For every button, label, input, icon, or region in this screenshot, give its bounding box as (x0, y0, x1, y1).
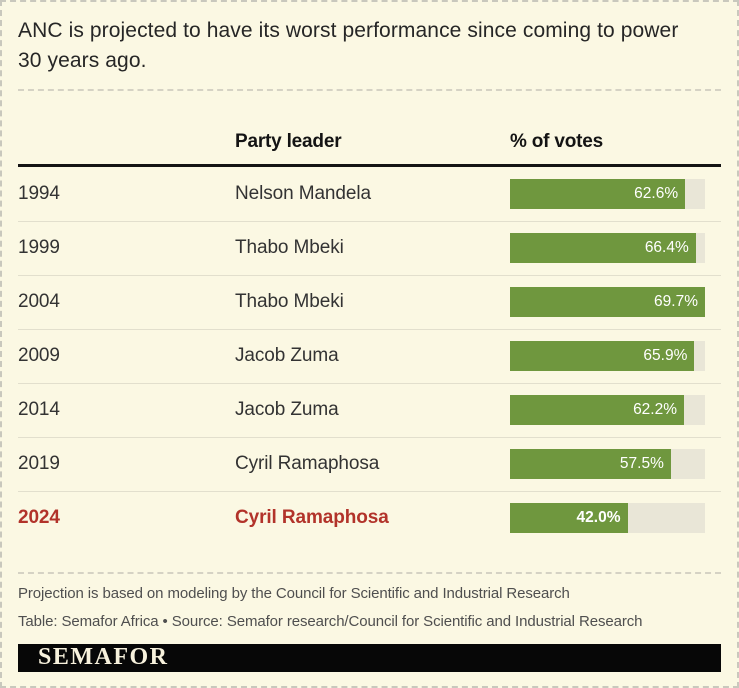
vote-bar-track: 69.7% (510, 287, 705, 318)
vote-bar-label: 66.4% (644, 239, 689, 257)
leader-cell: Thabo Mbeki (235, 237, 344, 259)
vote-bar-cell: 57.5% (510, 449, 721, 480)
vote-bar-label: 57.5% (619, 455, 664, 473)
table-row: 1999 Thabo Mbeki 66.4% (18, 220, 721, 275)
table-row: 2009 Jacob Zuma 65.9% (18, 328, 721, 383)
year-cell: 2004 (18, 291, 60, 313)
semafor-wordmark: SEMAFOR (38, 644, 169, 671)
vote-bar-label: 62.2% (633, 401, 678, 419)
vote-bar-track: 62.6% (510, 178, 705, 209)
leader-cell: Cyril Ramaphosa (235, 453, 380, 475)
year-cell: 2024 (18, 507, 60, 529)
vote-bar-fill: 62.6% (510, 178, 686, 209)
vote-bar-label: 69.7% (654, 293, 698, 311)
credit-note: Table: Semafor Africa • Source: Semafor … (18, 612, 643, 630)
leader-cell: Nelson Mandela (235, 182, 371, 204)
vote-bar-cell: 65.9% (510, 341, 721, 372)
year-cell: 2019 (18, 453, 60, 475)
vote-bar-cell: 62.6% (510, 178, 721, 209)
vote-bar-track: 65.9% (510, 341, 705, 372)
leader-cell: Jacob Zuma (235, 399, 339, 421)
table-row: 2014 Jacob Zuma 62.2% (18, 382, 721, 437)
leader-cell: Thabo Mbeki (235, 291, 344, 313)
vote-bar-cell: 69.7% (510, 287, 721, 318)
leader-cell: Jacob Zuma (235, 345, 339, 367)
table-row: 1994 Nelson Mandela 62.6% (18, 167, 721, 221)
vote-bar-track: 57.5% (510, 449, 705, 480)
vote-bar-cell: 66.4% (510, 233, 721, 264)
year-cell: 1999 (18, 237, 60, 259)
vote-bar-fill: 65.9% (510, 341, 695, 372)
year-cell: 1994 (18, 182, 60, 204)
vote-bar-cell: 62.2% (510, 395, 721, 426)
table-row: 2004 Thabo Mbeki 69.7% (18, 274, 721, 329)
logo-band: SEMAFOR (18, 643, 721, 672)
vote-bar-fill: 57.5% (510, 449, 671, 480)
year-cell: 2009 (18, 345, 60, 367)
vote-bar-label: 42.0% (576, 509, 621, 527)
votes-column-header: % of votes (510, 130, 604, 152)
vote-bar-fill: 66.4% (510, 233, 696, 264)
table-row: 2024 Cyril Ramaphosa 42.0% (18, 490, 721, 545)
chart-title: ANC is projected to have its worst perfo… (18, 19, 679, 72)
leader-column-header: Party leader (235, 130, 342, 152)
vote-bar-track: 62.2% (510, 395, 705, 426)
projection-note: Projection is based on modeling by the C… (18, 584, 570, 602)
year-cell: 2014 (18, 399, 60, 421)
vote-bar-track: 66.4% (510, 233, 705, 264)
notes-divider (18, 571, 721, 574)
vote-bar-fill: 69.7% (510, 287, 705, 318)
vote-bar-cell: 42.0% (510, 503, 721, 534)
vote-bar-label: 62.6% (634, 184, 679, 202)
vote-bar-fill: 42.0% (510, 503, 628, 534)
table-row: 2019 Cyril Ramaphosa 57.5% (18, 436, 721, 491)
table-header-row: Party leader % of votes (18, 131, 721, 167)
leader-cell: Cyril Ramaphosa (235, 507, 389, 529)
title-divider (18, 88, 721, 91)
table-rows: 1994 Nelson Mandela 62.6% 1999 Thabo Mbe… (18, 167, 721, 545)
vote-bar-fill: 62.2% (510, 395, 685, 426)
vote-bar-label: 65.9% (643, 347, 688, 365)
vote-bar-track: 42.0% (510, 503, 705, 534)
